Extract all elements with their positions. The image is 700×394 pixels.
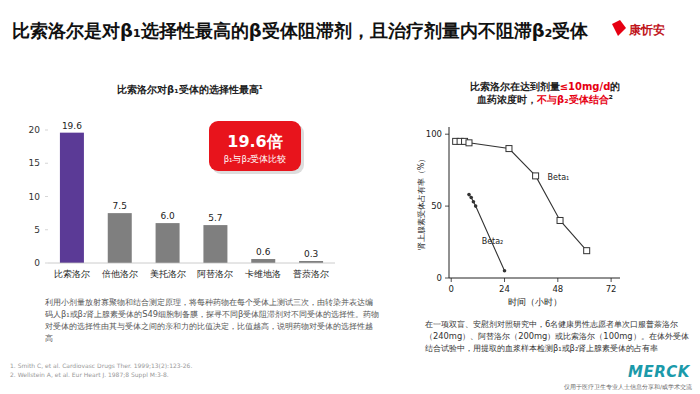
- footnote: 1. Smith C, et al. Cardiovasc Drugs Ther…: [10, 362, 192, 369]
- bar-chart: 比索洛尔对β₁受体的选择性最高¹ 0 5 10 15 20 19.6 比索洛尔 7.5 倍他洛尔 6…: [29, 84, 335, 279]
- y-tick: [45, 130, 48, 131]
- brand-name: 康忻安: [628, 23, 665, 37]
- marker-dot: [503, 269, 507, 273]
- chart-title-segment: 血药浓度时，: [476, 94, 537, 105]
- callout: 19.6倍 β₁与β₂受体比较: [209, 121, 304, 174]
- chart-title-segment: 的: [610, 81, 620, 92]
- marker-square: [466, 140, 472, 146]
- x-axis: [48, 263, 335, 264]
- marker-dot: [474, 204, 478, 208]
- y-tick: [45, 196, 48, 197]
- annotation: β₁与β₂受体比较: [224, 154, 287, 164]
- slide-title: 比索洛尔是对β₁选择性最高的β受体阻滞剂，且治疗剂量内不阻滞β₂受体: [12, 20, 589, 41]
- y-tick-label: 50: [431, 201, 442, 211]
- data-label: 7.5: [113, 201, 127, 211]
- y-tick: [445, 134, 449, 135]
- plot-area: [453, 138, 590, 272]
- note-left: 利用小剂量放射寡聚物和结合测定原理，将每种药物在每个受体上测试三次，由转染并表达…: [45, 296, 380, 344]
- chart-title-segment: ²: [609, 94, 613, 105]
- x-tick-label: 48: [552, 284, 563, 294]
- x-tick-label: 普萘洛尔: [293, 269, 329, 279]
- marker-dot: [472, 200, 476, 204]
- x-tick-label: 24: [499, 284, 510, 294]
- bar: [108, 213, 132, 263]
- marker-square: [506, 146, 512, 152]
- x-tick-label: 卡维地洛: [245, 269, 281, 279]
- callout-box: [209, 121, 301, 171]
- series-line: [469, 195, 505, 271]
- line-chart: 比索洛尔在达到剂量≤10mg/d的血药浓度时，不与β₂受体结合²05010002…: [417, 81, 620, 307]
- y-tick-label: 0: [34, 258, 40, 268]
- y-tick-label: 5: [34, 225, 40, 235]
- data-label: 6.0: [160, 211, 175, 221]
- brand-icon: [612, 20, 626, 36]
- y-tick-label: 15: [29, 158, 40, 168]
- chart-title-segment: ≤10mg/d: [560, 81, 611, 92]
- y-tick: [45, 229, 48, 230]
- footnote: 2. Wellstein A, et al. Eur Heart J. 1987…: [10, 371, 169, 378]
- y-tick: [445, 278, 449, 279]
- footer-disclaimer: 仅用于医疗卫生专业人士信息分享和/或学术交流: [564, 383, 692, 392]
- series-label: Beta₂: [482, 237, 504, 246]
- y-tick: [45, 163, 48, 164]
- x-tick-label: 72: [606, 284, 617, 294]
- chart-title-segment: 不与β₂受体结合: [536, 94, 610, 105]
- x-tick: [557, 278, 558, 282]
- x-tick: [611, 278, 612, 282]
- marker-square: [584, 248, 590, 254]
- annotation: 19.6倍: [227, 132, 282, 151]
- y-tick: [45, 263, 48, 264]
- note-right: 在一项双盲、安慰剂对照研究中，6名健康男性志愿者单次口服普萘洛尔（240mg）、…: [425, 318, 693, 354]
- marker-square: [533, 173, 539, 179]
- x-tick-label: 比索洛尔: [54, 269, 90, 279]
- bar: [156, 223, 180, 263]
- chart-title-line: 比索洛尔在达到剂量≤10mg/d的: [470, 81, 621, 92]
- x-axis: [449, 278, 620, 279]
- marker-dot: [467, 193, 471, 197]
- x-tick-label: 美托洛尔: [150, 269, 186, 279]
- data-label: 0.6: [256, 247, 271, 257]
- bar: [203, 225, 227, 263]
- x-tick: [451, 278, 452, 282]
- marker-dot: [469, 196, 473, 200]
- data-label: 0.3: [304, 249, 318, 259]
- series-line: [456, 141, 587, 250]
- x-tick-label: 0: [449, 284, 454, 294]
- x-tick-label: 倍他洛尔: [102, 269, 138, 279]
- footer-logo: MERCK: [628, 363, 690, 381]
- y-tick: [445, 206, 449, 207]
- x-axis-label: 时间（小时）: [508, 297, 562, 307]
- data-label: 5.7: [208, 213, 222, 223]
- chart-title-segment: 比索洛尔在达到剂量: [470, 81, 560, 92]
- slide: 比索洛尔是对β₁选择性最高的β受体阻滞剂，且治疗剂量内不阻滞β₂受体 康忻安比索洛…: [0, 0, 700, 394]
- y-tick-label: 100: [426, 129, 442, 139]
- y-axis: [449, 127, 450, 278]
- data-label: 19.6: [62, 121, 82, 131]
- y-tick-label: 0: [437, 273, 442, 283]
- series-label: Beta₁: [548, 173, 570, 182]
- bar: [60, 133, 84, 263]
- x-tick: [504, 278, 505, 282]
- y-axis-label: 肾上腺素受体占有率（%）: [417, 155, 426, 251]
- bar: [251, 259, 275, 263]
- chart-title: 比索洛尔对β₁受体的选择性最高¹: [117, 84, 263, 95]
- y-tick-label: 20: [29, 125, 41, 135]
- marker-square: [557, 217, 563, 223]
- x-tick-label: 阿替洛尔: [197, 269, 233, 279]
- chart-title-line: 血药浓度时，不与β₂受体结合²: [476, 94, 613, 105]
- y-tick-label: 10: [29, 192, 41, 202]
